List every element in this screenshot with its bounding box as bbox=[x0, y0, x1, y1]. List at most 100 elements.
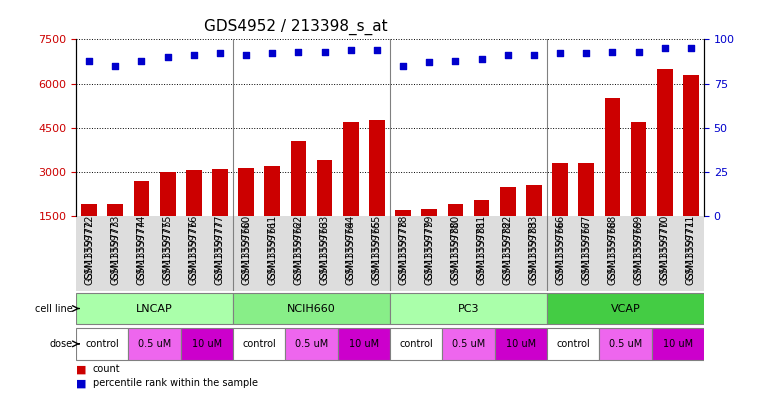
Text: GSM1359770: GSM1359770 bbox=[660, 220, 670, 285]
Text: 0.5 uM: 0.5 uM bbox=[295, 339, 328, 349]
Bar bbox=[442, 328, 495, 360]
Text: control: control bbox=[85, 339, 119, 349]
Point bbox=[110, 62, 122, 69]
Text: GSM1359781: GSM1359781 bbox=[476, 220, 486, 285]
Bar bbox=[265, 166, 280, 260]
Bar bbox=[604, 98, 620, 260]
Bar bbox=[186, 171, 202, 260]
Bar bbox=[578, 163, 594, 260]
Point bbox=[607, 48, 619, 55]
Text: GSM1359767: GSM1359767 bbox=[581, 220, 591, 285]
Point bbox=[449, 57, 461, 64]
Bar bbox=[369, 120, 385, 260]
Bar bbox=[547, 292, 704, 325]
Text: GSM1359763: GSM1359763 bbox=[320, 220, 330, 285]
Text: GSM1359779: GSM1359779 bbox=[424, 220, 435, 285]
Bar bbox=[526, 185, 542, 260]
Bar bbox=[238, 167, 254, 260]
Text: GSM1359760: GSM1359760 bbox=[241, 220, 251, 285]
Text: control: control bbox=[400, 339, 433, 349]
Text: PC3: PC3 bbox=[457, 303, 479, 314]
Bar bbox=[600, 328, 651, 360]
Text: control: control bbox=[242, 339, 276, 349]
Text: 10 uM: 10 uM bbox=[506, 339, 536, 349]
Bar bbox=[495, 328, 547, 360]
Text: percentile rank within the sample: percentile rank within the sample bbox=[93, 378, 258, 388]
Point bbox=[476, 55, 488, 62]
Text: 10 uM: 10 uM bbox=[349, 339, 379, 349]
Bar bbox=[107, 204, 123, 260]
Text: GSM1359778: GSM1359778 bbox=[398, 220, 408, 285]
Point bbox=[161, 54, 174, 60]
Text: 0.5 uM: 0.5 uM bbox=[452, 339, 485, 349]
Text: GSM1359773: GSM1359773 bbox=[110, 220, 120, 285]
Text: GSM1359764: GSM1359764 bbox=[345, 220, 356, 285]
Point bbox=[240, 52, 252, 58]
Bar bbox=[447, 204, 463, 260]
Bar bbox=[422, 209, 437, 260]
Bar bbox=[134, 181, 149, 260]
Text: GSM1359783: GSM1359783 bbox=[529, 220, 539, 285]
Text: GSM1359782: GSM1359782 bbox=[503, 220, 513, 285]
Text: GSM1359761: GSM1359761 bbox=[267, 220, 277, 285]
Text: GSM1359766: GSM1359766 bbox=[555, 220, 565, 285]
Text: GSM1359769: GSM1359769 bbox=[633, 220, 644, 285]
Bar bbox=[181, 328, 233, 360]
Bar bbox=[631, 122, 646, 260]
Text: ■: ■ bbox=[76, 364, 87, 375]
Bar bbox=[395, 210, 411, 260]
Point bbox=[632, 48, 645, 55]
Bar bbox=[212, 169, 228, 260]
Text: GSM1359762: GSM1359762 bbox=[294, 220, 304, 285]
Point bbox=[266, 50, 279, 57]
Point bbox=[345, 47, 357, 53]
Text: GSM1359777: GSM1359777 bbox=[215, 220, 225, 285]
Point bbox=[580, 50, 592, 57]
Text: 0.5 uM: 0.5 uM bbox=[138, 339, 171, 349]
Point bbox=[319, 48, 331, 55]
Point bbox=[528, 52, 540, 58]
Point bbox=[658, 45, 670, 51]
Bar bbox=[390, 292, 547, 325]
Bar bbox=[76, 328, 129, 360]
Bar bbox=[129, 328, 181, 360]
Bar bbox=[233, 292, 390, 325]
Bar bbox=[390, 328, 442, 360]
Text: 10 uM: 10 uM bbox=[663, 339, 693, 349]
Text: LNCAP: LNCAP bbox=[136, 303, 173, 314]
Bar bbox=[500, 187, 516, 260]
Point bbox=[188, 52, 200, 58]
Text: 10 uM: 10 uM bbox=[192, 339, 222, 349]
Text: GSM1359774: GSM1359774 bbox=[136, 220, 147, 285]
Bar bbox=[317, 160, 333, 260]
Bar bbox=[81, 204, 97, 260]
Text: VCAP: VCAP bbox=[610, 303, 640, 314]
Bar bbox=[547, 328, 600, 360]
Bar bbox=[160, 172, 176, 260]
Text: NCIH660: NCIH660 bbox=[287, 303, 336, 314]
Text: dose: dose bbox=[49, 339, 72, 349]
Bar bbox=[343, 122, 358, 260]
Bar bbox=[683, 75, 699, 260]
Bar bbox=[552, 163, 568, 260]
Bar bbox=[473, 200, 489, 260]
Point bbox=[501, 52, 514, 58]
Text: GSM1359775: GSM1359775 bbox=[163, 220, 173, 285]
Point bbox=[135, 57, 148, 64]
Bar bbox=[338, 328, 390, 360]
Point bbox=[554, 50, 566, 57]
Text: GSM1359780: GSM1359780 bbox=[451, 220, 460, 285]
Text: cell line: cell line bbox=[34, 303, 72, 314]
Point bbox=[83, 57, 95, 64]
Text: 0.5 uM: 0.5 uM bbox=[609, 339, 642, 349]
Text: count: count bbox=[93, 364, 120, 375]
Bar bbox=[285, 328, 338, 360]
Bar bbox=[233, 328, 285, 360]
Point bbox=[214, 50, 226, 57]
Text: GSM1359765: GSM1359765 bbox=[372, 220, 382, 285]
Text: ■: ■ bbox=[76, 378, 87, 388]
Bar bbox=[76, 292, 233, 325]
Point bbox=[685, 45, 697, 51]
Bar bbox=[657, 69, 673, 260]
Bar bbox=[291, 141, 306, 260]
